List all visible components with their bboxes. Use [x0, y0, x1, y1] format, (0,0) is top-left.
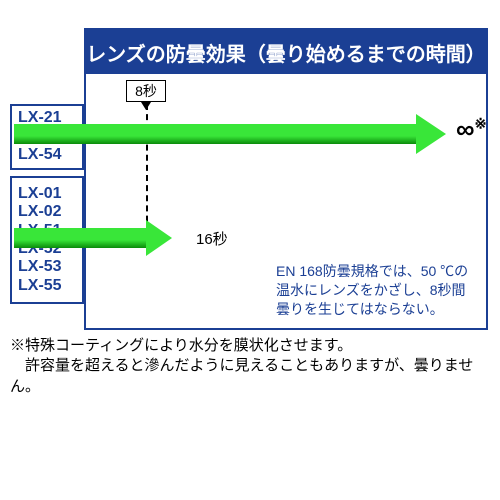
standard-note-line: EN 168防曇規格では、50 ℃の: [276, 262, 468, 281]
standard-note: EN 168防曇規格では、50 ℃の 温水にレンズをかざし、8秒間 曇りを生じて…: [276, 262, 468, 319]
arrow-head-icon: [146, 220, 172, 256]
callout-8s: 8秒: [126, 80, 166, 102]
product-label: LX-01: [18, 185, 62, 203]
infinity-sup: ※: [475, 116, 487, 132]
footnote-line: 許容量を超えると滲んだように見えることもありますが、曇りません。: [10, 356, 500, 397]
chart-title: レンズの防曇効果（曇り始めるまでの時間）: [86, 30, 486, 74]
chart-title-text: レンズの防曇効果（曇り始めるまでの時間）: [86, 38, 486, 67]
duration-bar-group-1: [14, 228, 146, 248]
footnote-line: ※特殊コーティングにより水分を膜状化させます。: [10, 336, 500, 356]
duration-label-16s: 16秒: [196, 228, 228, 249]
duration-bar-group-0: [14, 124, 416, 144]
infinity-symbol: ∞: [456, 114, 475, 144]
product-label: LX-55: [18, 277, 62, 295]
product-label: LX-02: [18, 203, 62, 221]
standard-note-line: 曇りを生じてはならない。: [276, 300, 468, 319]
duration-label-text: 16秒: [196, 231, 228, 248]
arrow-head-icon: [416, 114, 446, 154]
infinity-label: ∞※: [456, 114, 487, 145]
callout-8s-pointer: [141, 102, 151, 110]
canvas: レンズの防曇効果（曇り始めるまでの時間） 8秒 LX-21 LX-22 LX-5…: [0, 0, 500, 500]
product-label: LX-54: [18, 146, 62, 164]
footnote-block: ※特殊コーティングにより水分を膜状化させます。 許容量を超えると滲んだように見え…: [10, 336, 500, 397]
callout-8s-text: 8秒: [135, 81, 157, 101]
standard-note-line: 温水にレンズをかざし、8秒間: [276, 281, 468, 300]
product-label: LX-53: [18, 258, 62, 276]
